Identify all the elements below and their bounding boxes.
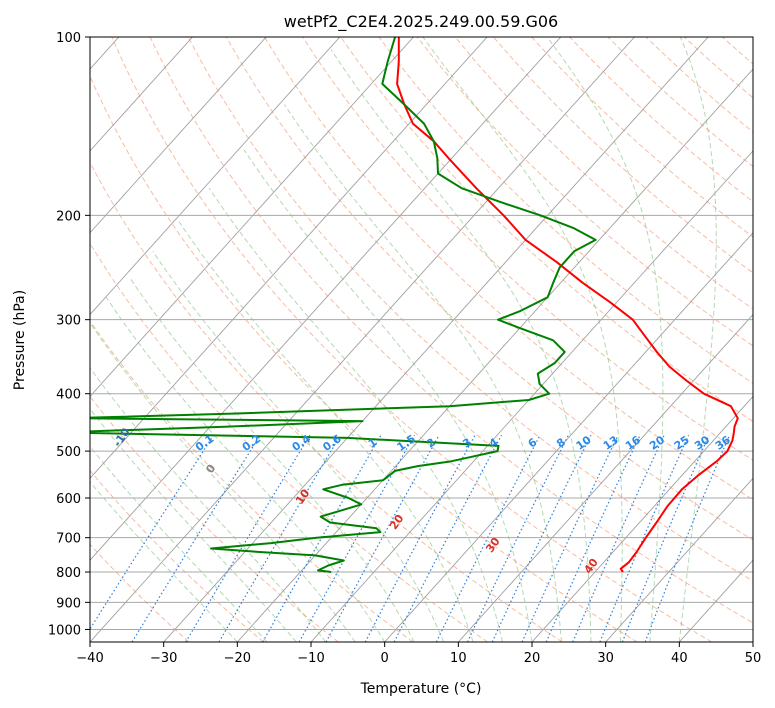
moist-adiabat-line — [283, 104, 562, 642]
moist-adiabat-line — [330, 49, 592, 642]
isotherm-line — [310, 150, 753, 642]
x-tick-label: 40 — [671, 651, 688, 666]
mixing-ratio-line — [262, 434, 382, 642]
mixing-ratio-line — [364, 434, 476, 642]
x-tick-label: −30 — [150, 651, 177, 666]
dry-adiabat-line — [90, 469, 264, 642]
moist-adiabat-line — [178, 221, 474, 642]
isotherm-line — [457, 313, 753, 642]
moist-adiabat-line — [105, 297, 386, 642]
mixing-ratio-line — [572, 434, 665, 642]
dry-adiabat-line — [454, 37, 753, 310]
y-tick-label: 900 — [56, 596, 81, 611]
isotherm-line — [236, 68, 753, 642]
y-tick-label: 200 — [56, 209, 81, 224]
mixing-ratio-line — [298, 434, 415, 642]
moist-adiabat-line — [90, 367, 327, 642]
isotherm-line — [531, 395, 753, 642]
moist-adiabat-line — [422, 37, 623, 642]
isotherm-line — [163, 37, 709, 642]
moist-adiabat-line — [678, 37, 717, 642]
mixing-ratio-line — [599, 434, 690, 642]
mixing-ratio-line — [185, 434, 311, 642]
mixing-ratio-line — [325, 434, 440, 642]
isotherms — [90, 37, 753, 642]
mixing-ratio-line — [393, 434, 503, 642]
dry-adiabat-line — [149, 37, 753, 624]
moist-adiabat-line — [90, 322, 356, 642]
x-tick-label: −40 — [76, 651, 103, 666]
plot-area: -100-90-80-70-60-50-40-30-20-10010203040… — [90, 37, 753, 642]
isotherm-line — [90, 37, 193, 152]
isotherm-line — [90, 37, 414, 398]
isotherm-line — [605, 477, 753, 642]
y-tick-label: 700 — [56, 532, 81, 547]
dry-adiabat-line — [264, 37, 753, 501]
sounding-profiles — [90, 37, 739, 573]
dry-adiabat-line — [340, 37, 753, 423]
moist-adiabat-line — [208, 187, 503, 642]
mixing-ratio-line — [466, 434, 569, 642]
moist-adiabat-line — [90, 481, 238, 642]
temperature-profile-line — [396, 37, 739, 573]
isobar-gridlines — [90, 37, 753, 630]
isotherm-line — [90, 37, 488, 479]
mixing-ratio-line — [435, 434, 541, 642]
isotherm-line — [384, 232, 753, 642]
x-axis: −40 −30 −20 −10 0 10 20 30 40 50 — [76, 642, 761, 666]
x-axis-label: Temperature (°C) — [360, 681, 482, 697]
y-tick-label: 1000 — [48, 623, 81, 638]
x-tick-label: 30 — [597, 651, 614, 666]
x-tick-label: 0 — [381, 651, 389, 666]
x-tick-label: 50 — [745, 651, 762, 666]
isotherm-line — [90, 37, 635, 642]
y-tick-label: 300 — [56, 314, 81, 329]
dry-adiabat-line — [90, 161, 563, 642]
plot-background — [90, 37, 753, 642]
dry-adiabat-line — [111, 37, 712, 642]
y-axis: 100 200 300 400 500 600 700 800 900 1000 — [48, 31, 90, 638]
x-tick-label: 20 — [524, 651, 541, 666]
plot-frame — [89, 36, 754, 643]
isotherm-line — [90, 37, 562, 561]
moist-adiabat-line — [129, 277, 415, 642]
y-tick-label: 500 — [56, 445, 81, 460]
mixing-ratio-lines — [90, 434, 731, 642]
dry-adiabat-line — [90, 75, 638, 642]
dry-adiabat-line — [187, 37, 753, 582]
mixing-ratio-line — [131, 434, 261, 642]
dry-adiabat-line — [90, 242, 488, 642]
isotherm-line — [90, 37, 341, 316]
mixing-ratio-line — [218, 434, 342, 642]
y-tick-label: 100 — [56, 31, 81, 46]
chart-title: wetPf2_C2E4.2025.249.00.59.G06 — [284, 12, 558, 32]
moist-adiabats — [90, 37, 717, 642]
y-axis-label: Pressure (hPa) — [12, 290, 28, 390]
x-tick-label: −20 — [224, 651, 251, 666]
x-tick-label: 10 — [450, 651, 467, 666]
moist-adiabat-line — [546, 37, 664, 642]
dewpoint-profile-line — [90, 37, 597, 573]
isotherm-line — [90, 37, 267, 234]
y-tick-label: 600 — [56, 492, 81, 507]
x-tick-label: −10 — [297, 651, 324, 666]
y-tick-label: 800 — [56, 566, 81, 581]
dry-adiabat-line — [416, 37, 753, 347]
mixing-ratio-line — [644, 434, 731, 642]
y-tick-label: 400 — [56, 388, 81, 403]
mixing-ratio-line — [90, 434, 215, 631]
moist-adiabat-line — [90, 445, 268, 642]
